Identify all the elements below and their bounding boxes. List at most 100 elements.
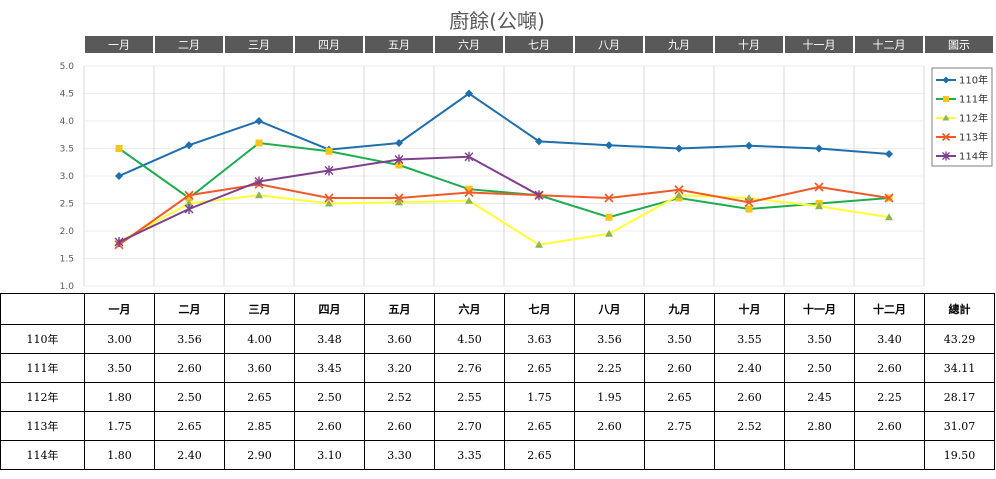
table-cell: 3.00 bbox=[84, 324, 155, 354]
column-header: 四月 bbox=[294, 293, 365, 325]
data-point bbox=[255, 139, 263, 147]
table-cell: 1.95 bbox=[574, 382, 645, 412]
table-row: 110年 3.00 3.56 4.00 3.48 3.60 4.50 3.63 3.56 3.50… bbox=[0, 324, 995, 354]
header-label: 九月 bbox=[668, 39, 690, 52]
data-point bbox=[325, 147, 333, 155]
chart-area: 廚餘(公噸) 一月 二月 三月 四月 五月 六月 七月 八月 九月 十月 十一月 十二月 圖示 1.0 1… bbox=[60, 9, 993, 292]
table-cell: 2.65 bbox=[504, 440, 575, 470]
table-cell: 3.45 bbox=[294, 353, 365, 383]
data-point bbox=[535, 137, 543, 146]
table-cell: 2.60 bbox=[714, 382, 785, 412]
y-tick-label: 1.5 bbox=[60, 255, 74, 265]
data-point bbox=[604, 193, 614, 203]
data-point bbox=[745, 205, 753, 213]
data-point bbox=[941, 132, 951, 142]
table-cell: 3.60 bbox=[364, 324, 435, 354]
table-cell: 2.60 bbox=[854, 411, 925, 441]
legend-label: 114年 bbox=[959, 150, 988, 163]
data-point bbox=[324, 165, 334, 176]
header-cell bbox=[225, 36, 293, 53]
table-row: 113年 1.75 2.65 2.85 2.60 2.60 2.70 2.65 2.60 2.75… bbox=[0, 411, 995, 441]
table-cell bbox=[854, 440, 925, 470]
table-cell: 1.75 bbox=[504, 382, 575, 412]
table-cell: 1.80 bbox=[84, 382, 155, 412]
table-cell: 28.17 bbox=[924, 382, 995, 412]
header-cell bbox=[85, 36, 153, 53]
header-cell bbox=[645, 36, 713, 53]
data-point bbox=[325, 199, 333, 207]
data-point bbox=[535, 240, 543, 248]
header-label: 二月 bbox=[178, 39, 200, 52]
column-header: 三月 bbox=[224, 293, 295, 325]
header-label: 圖示 bbox=[948, 39, 970, 52]
table-cell bbox=[644, 440, 715, 470]
table-cell: 2.65 bbox=[154, 411, 225, 441]
header-cell bbox=[855, 36, 923, 53]
data-point bbox=[114, 237, 124, 247]
data-point bbox=[254, 176, 264, 187]
data-point bbox=[745, 194, 753, 201]
table-cell: 2.50 bbox=[784, 353, 855, 383]
table-cell: 2.76 bbox=[434, 353, 505, 383]
table-cell: 3.48 bbox=[294, 324, 365, 354]
data-point bbox=[395, 139, 403, 147]
table-cell: 31.07 bbox=[924, 411, 995, 441]
column-header: 五月 bbox=[364, 293, 435, 325]
data-point bbox=[394, 154, 404, 165]
data-point bbox=[674, 185, 684, 195]
data-point bbox=[605, 229, 613, 237]
row-header: 114年 bbox=[0, 440, 85, 470]
data-point bbox=[465, 185, 473, 193]
table-cell: 4.00 bbox=[224, 324, 295, 354]
data-point bbox=[115, 172, 123, 180]
header-label: 四月 bbox=[318, 39, 340, 52]
table-cell bbox=[574, 440, 645, 470]
table-cell: 2.60 bbox=[574, 411, 645, 441]
table-cell: 2.60 bbox=[364, 411, 435, 441]
data-point bbox=[885, 213, 893, 221]
series-layer bbox=[114, 89, 894, 250]
data-point bbox=[885, 150, 893, 158]
table-cell: 1.75 bbox=[84, 411, 155, 441]
legend-label: 111年 bbox=[959, 93, 988, 106]
column-header: 七月 bbox=[504, 293, 575, 325]
table-row: 111年 3.50 2.60 3.60 3.45 3.20 2.76 2.65 2.25 2.60… bbox=[0, 353, 995, 383]
table-cell: 19.50 bbox=[924, 440, 995, 470]
y-tick-label: 4.0 bbox=[60, 117, 75, 127]
table-cell: 2.80 bbox=[784, 411, 855, 441]
table-cell: 3.63 bbox=[504, 324, 575, 354]
table-cell: 3.50 bbox=[84, 353, 155, 383]
header-label: 三月 bbox=[248, 39, 270, 52]
table-cell: 2.60 bbox=[644, 353, 715, 383]
header-label: 五月 bbox=[388, 39, 410, 52]
header-label: 一月 bbox=[108, 39, 130, 52]
column-header: 八月 bbox=[574, 293, 645, 325]
table-cell bbox=[714, 440, 785, 470]
y-tick-label: 2.0 bbox=[60, 227, 75, 237]
y-tick-label: 4.5 bbox=[60, 90, 74, 100]
legend-label: 113年 bbox=[959, 131, 988, 144]
table-cell: 2.75 bbox=[644, 411, 715, 441]
table-cell: 2.50 bbox=[294, 382, 365, 412]
data-table: 一月 二月 三月 四月 五月 六月 七月 八月 九月 十月 十一月 十二月 總計 110年 3.00 3.56… bbox=[0, 293, 995, 470]
column-header: 九月 bbox=[644, 293, 715, 325]
legend-label: 110年 bbox=[959, 74, 988, 87]
table-cell: 3.56 bbox=[574, 324, 645, 354]
table-cell: 3.20 bbox=[364, 353, 435, 383]
table-cell: 2.25 bbox=[854, 382, 925, 412]
table-cell: 2.70 bbox=[434, 411, 505, 441]
header-cell bbox=[365, 36, 433, 53]
table-cell: 3.10 bbox=[294, 440, 365, 470]
data-point bbox=[815, 144, 823, 153]
y-tick-label: 2.5 bbox=[60, 200, 74, 210]
data-point bbox=[943, 96, 949, 102]
column-header: 總計 bbox=[924, 293, 995, 325]
data-point bbox=[675, 144, 683, 153]
data-point bbox=[184, 204, 194, 214]
table-cell: 3.50 bbox=[784, 324, 855, 354]
table-cell: 2.60 bbox=[294, 411, 365, 441]
table-cell: 2.55 bbox=[434, 382, 505, 412]
table-cell: 2.65 bbox=[224, 382, 295, 412]
data-point bbox=[942, 76, 950, 84]
table-corner-cell bbox=[0, 293, 85, 325]
